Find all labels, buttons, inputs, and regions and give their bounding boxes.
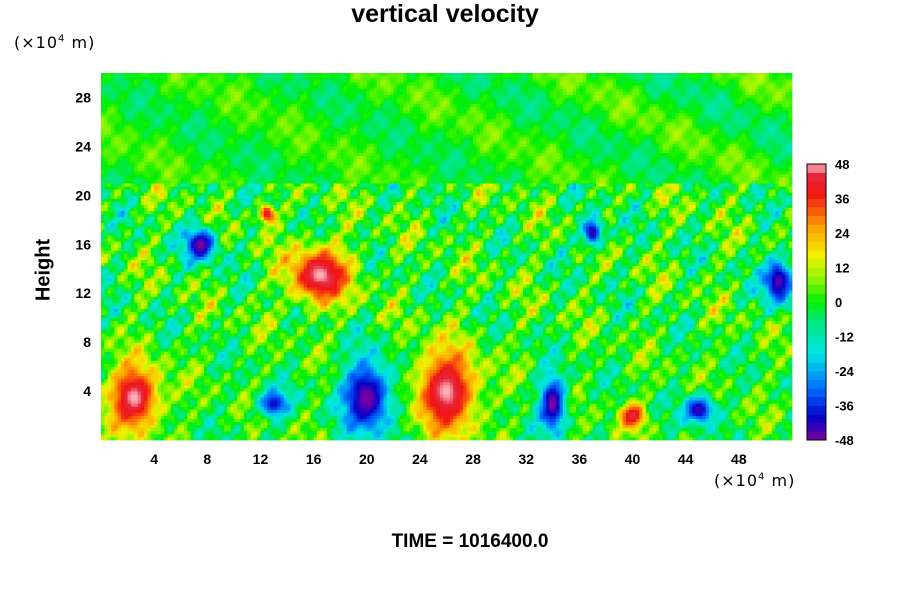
- colorbar-swatch: [807, 276, 826, 286]
- colorbar-swatch: [807, 414, 826, 424]
- colorbar-tick-label: -48: [835, 433, 854, 448]
- x-tick-label: 36: [572, 451, 588, 467]
- colorbar-swatch: [807, 431, 826, 441]
- colorbar-swatch: [807, 336, 826, 346]
- colorbar-tick-label: 0: [835, 295, 842, 310]
- colorbar-swatch: [807, 379, 826, 389]
- y-tick-label: 20: [75, 187, 91, 203]
- colorbar-swatch: [807, 267, 826, 277]
- colorbar-swatch: [807, 207, 826, 217]
- colorbar-swatch: [807, 353, 826, 363]
- x-tick-label: 28: [465, 451, 481, 467]
- colorbar-swatch: [807, 293, 826, 303]
- colorbar-tick-label: -36: [835, 399, 854, 414]
- colorbar-swatch: [807, 371, 826, 380]
- x-axis-unit: (×104 m): [714, 471, 795, 490]
- colorbar-swatch: [807, 250, 826, 260]
- x-tick-label: 20: [359, 451, 375, 467]
- x-tick-label: 48: [731, 451, 747, 467]
- colorbar-swatch: [807, 172, 826, 182]
- x-tick-label: 40: [625, 451, 641, 467]
- colorbar-tick-label: 48: [835, 157, 849, 172]
- colorbar-swatch: [807, 284, 826, 294]
- colorbar-tick-label: 24: [835, 226, 850, 241]
- colorbar-swatch: [807, 258, 826, 268]
- colorbar-swatch: [807, 215, 826, 225]
- colorbar-tick-label: -24: [835, 364, 855, 379]
- colorbar-swatch: [807, 233, 826, 242]
- y-tick-label: 28: [75, 89, 91, 105]
- colorbar-swatch: [807, 241, 826, 251]
- heatmap-cells: [101, 73, 793, 441]
- y-tick-label: 24: [75, 138, 91, 154]
- colorbar-swatch: [807, 345, 826, 355]
- x-tick-label: 44: [678, 451, 694, 467]
- y-axis-unit: (×104 m): [14, 33, 95, 52]
- x-tick-label: 12: [253, 451, 269, 467]
- colorbar-swatch: [807, 319, 826, 329]
- colorbar-swatch: [807, 198, 826, 208]
- x-tick-label: 16: [306, 451, 322, 467]
- y-tick-label: 12: [75, 285, 91, 301]
- colorbar-swatch: [807, 396, 826, 406]
- colorbar-swatch: [807, 310, 826, 320]
- x-tick-label: 4: [150, 451, 158, 467]
- y-tick-label: 16: [75, 236, 91, 252]
- colorbar-swatch: [807, 422, 826, 432]
- x-tick-label: 32: [518, 451, 534, 467]
- colorbar-swatch: [807, 164, 826, 173]
- colorbar-swatch: [807, 224, 826, 234]
- y-tick-label: 4: [83, 383, 91, 399]
- colorbar-tick-label: -12: [835, 330, 854, 345]
- time-label: TIME = 1016400.0: [0, 531, 900, 553]
- colorbar-tick-label: 12: [835, 261, 849, 276]
- colorbar-swatch: [807, 405, 826, 415]
- colorbar-frame: [806, 163, 827, 441]
- y-tick-label: 8: [83, 334, 91, 350]
- colorbar-tick-label: 36: [835, 192, 849, 207]
- x-tick-label: 24: [412, 451, 428, 467]
- colorbar-swatch: [807, 302, 826, 311]
- chart-title: vertical velocity: [0, 0, 890, 29]
- x-tick-label: 8: [203, 451, 211, 467]
- colorbar-swatch: [807, 388, 826, 398]
- colorbar-swatch: [807, 362, 826, 372]
- colorbar-swatch: [807, 327, 826, 337]
- colorbar-swatch: [807, 189, 826, 199]
- colorbar-swatch: [807, 181, 826, 191]
